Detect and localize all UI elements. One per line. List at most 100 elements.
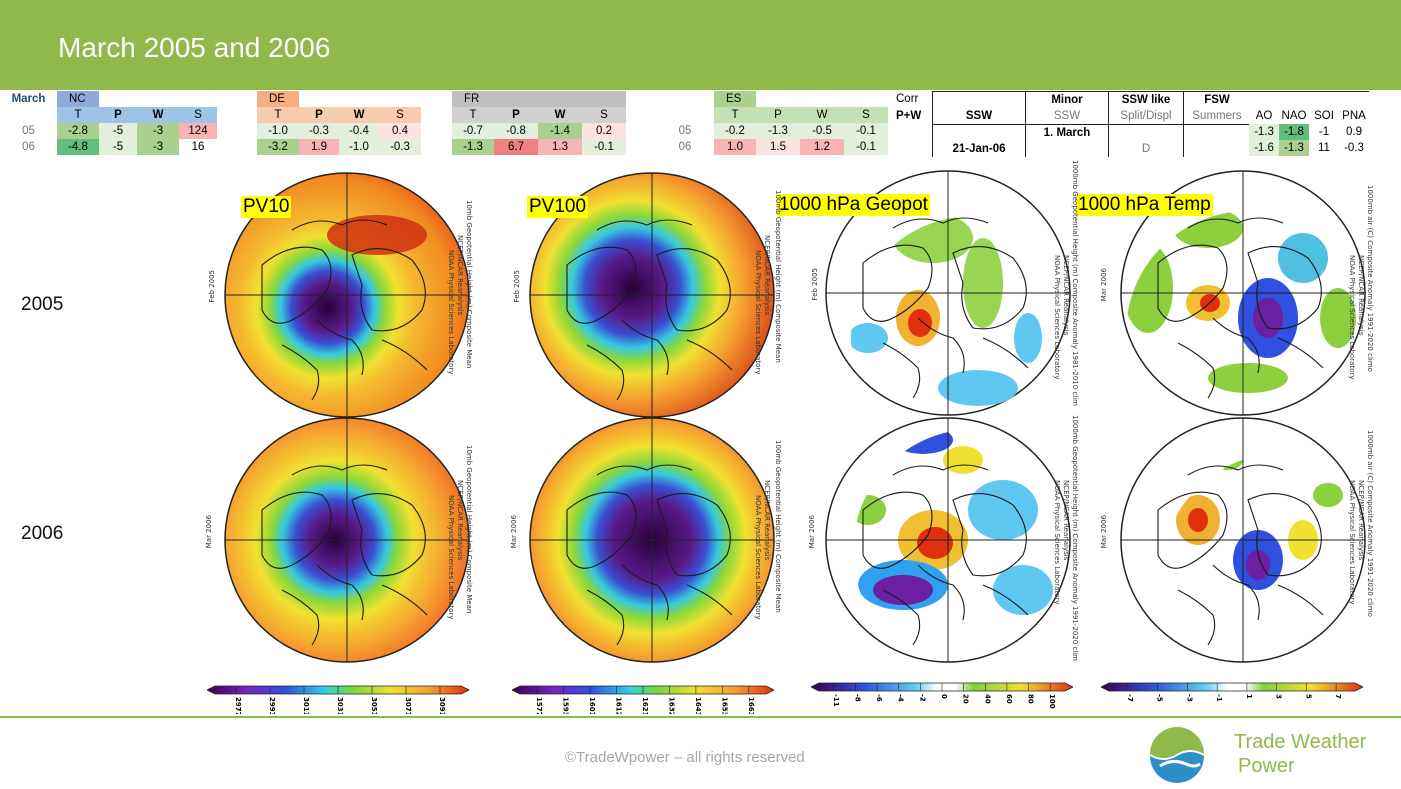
col-header: S bbox=[582, 107, 626, 123]
colorbar-tick-label: 80 bbox=[1027, 694, 1035, 704]
brand-name-line2: Power bbox=[1238, 755, 1295, 777]
colorbar-tick-label: -4 bbox=[897, 694, 905, 702]
map-label-geopot: 1000 hPa Geopot bbox=[777, 194, 930, 216]
map-caption: NCEP/NCAR Reanalysis bbox=[1062, 255, 1070, 336]
col-header: W bbox=[137, 107, 179, 123]
colorbar-tick-label: -11 bbox=[832, 694, 840, 707]
index-header: PNA bbox=[1342, 110, 1366, 122]
table-cell: -3 bbox=[137, 123, 179, 139]
colorbar-tick-label: -7 bbox=[1126, 694, 1134, 702]
table-cell: 1.3 bbox=[538, 139, 582, 155]
coastline bbox=[586, 344, 625, 401]
index-cell: -1.3 bbox=[1279, 140, 1309, 156]
colorbar-tick-label: -8 bbox=[853, 694, 861, 702]
index-cell: -1.8 bbox=[1279, 124, 1309, 140]
coastline bbox=[281, 344, 320, 401]
coastline bbox=[351, 248, 426, 332]
map-pv100-2006 bbox=[527, 415, 777, 665]
index-cell: -1.3 bbox=[1249, 124, 1279, 140]
coastline bbox=[1187, 464, 1284, 476]
coastline bbox=[261, 246, 332, 324]
map-caption: NOAA Physical Sciences Laboratory bbox=[1053, 480, 1061, 605]
coastline bbox=[596, 464, 693, 476]
es-table: ES T P W S 05 -0.2 -1.3 -0.5 -0.1 06 1.0… bbox=[656, 91, 888, 155]
colorbar-tick-label: 5 bbox=[1304, 694, 1312, 699]
region-nc: NC bbox=[57, 91, 99, 107]
colorbar-tick-label: 1632 bbox=[667, 697, 675, 714]
coastline bbox=[686, 339, 733, 371]
col-header: P bbox=[756, 107, 800, 123]
coastline bbox=[586, 589, 625, 646]
coastline bbox=[316, 319, 364, 376]
col-header: W bbox=[538, 107, 582, 123]
colorbar-tick-label: -5 bbox=[1156, 694, 1164, 702]
colorbar-tick-label: 20 bbox=[962, 694, 970, 704]
coastline bbox=[952, 246, 1027, 330]
coastline bbox=[621, 564, 669, 621]
coastline bbox=[982, 584, 1029, 616]
trade-weather-power-logo bbox=[1146, 724, 1208, 784]
table-cell: -1.3 bbox=[452, 139, 494, 155]
table-cell: -3.2 bbox=[257, 139, 299, 155]
col-header: T bbox=[257, 107, 299, 123]
coastline bbox=[281, 589, 320, 646]
row-label: 05 bbox=[22, 125, 35, 137]
coastline bbox=[1177, 342, 1216, 399]
coastline bbox=[892, 217, 989, 229]
map-caption: NOAA Physical Sciences Laboratory bbox=[447, 495, 455, 620]
table-cell: 1.5 bbox=[756, 139, 800, 155]
ssw-cell bbox=[1183, 124, 1250, 141]
ssw-cell bbox=[1108, 124, 1184, 141]
colorbar-tick-label: 1 bbox=[1245, 694, 1253, 699]
copyright-text: ©TradeWpower – all rights reserved bbox=[565, 749, 805, 766]
colorbar-geopot: -11 -8 -6 -4 -2 0 20 40 60 80 100 bbox=[811, 681, 1073, 711]
table-cell: -1.0 bbox=[257, 123, 299, 139]
col-header: P bbox=[494, 107, 538, 123]
ssw-header: Minor bbox=[1025, 91, 1109, 108]
colorbar-tick-label: 1601 bbox=[588, 697, 596, 714]
coastline bbox=[1177, 589, 1216, 646]
colorbar-tick-label: 3 bbox=[1275, 694, 1283, 699]
map-label-temp: 1000 hPa Temp bbox=[1076, 194, 1213, 216]
colorbar-tick-label: 40 bbox=[983, 694, 991, 704]
colorbar-tick-label: 1663 bbox=[747, 697, 755, 714]
colorbar-tick-label: 3031 bbox=[336, 697, 344, 714]
ssw-cell: D bbox=[1108, 141, 1184, 157]
coastline bbox=[566, 491, 637, 569]
ssw-header: FSW bbox=[1183, 91, 1250, 108]
coastline bbox=[291, 219, 388, 231]
coastline bbox=[261, 491, 332, 569]
coastline bbox=[686, 584, 733, 616]
colorbar-tick-label: -3 bbox=[1185, 694, 1193, 702]
index-table: AO NAO SOI PNA -1.3 -1.8 -1 0.9 -1.6 -1.… bbox=[1249, 91, 1369, 156]
ssw-header: SSW like bbox=[1108, 91, 1184, 108]
map-temp-2006 bbox=[1118, 415, 1368, 665]
table-cell: 0.4 bbox=[379, 123, 421, 139]
map-caption: 1000mb Geopotential Height (m) Composite… bbox=[1071, 415, 1079, 661]
index-header: SOI bbox=[1314, 110, 1334, 122]
colorbar-tick-label: 60 bbox=[1005, 694, 1013, 704]
map-caption: NOAA Physical Sciences Laboratory bbox=[754, 495, 762, 620]
colorbar-tick-label: 1612 bbox=[615, 697, 623, 714]
map-date: Mar 2006 bbox=[808, 515, 816, 549]
year-label-2006: 2006 bbox=[21, 523, 64, 544]
ssw-subheader: SSW bbox=[932, 108, 1026, 125]
coastline bbox=[291, 464, 388, 476]
colorbar-tick-label: -6 bbox=[875, 694, 883, 702]
table-cell: 124 bbox=[179, 123, 217, 139]
map-caption: NCEP/NCAR Reanalysis bbox=[763, 235, 771, 316]
table-cell: -1.4 bbox=[538, 123, 582, 139]
map-caption: 1000mb air (C) Composite Anomaly 1991-20… bbox=[1366, 430, 1374, 617]
table-cell: -0.3 bbox=[299, 123, 339, 139]
ssw-table: Minor SSW like FSW SSW SSW Split/Displ S… bbox=[932, 91, 1250, 157]
coastline bbox=[1212, 564, 1260, 621]
map-caption: NOAA Physical Sciences Laboratory bbox=[754, 250, 762, 375]
map-label-pv100: PV100 bbox=[527, 196, 589, 218]
map-caption: 100mb Geopotential Height (m) Composite … bbox=[774, 440, 782, 613]
table-cell: 0.2 bbox=[582, 123, 626, 139]
table-cell: -0.5 bbox=[800, 123, 844, 139]
colorbar-tick-label: 3051 bbox=[370, 697, 378, 714]
map-date: Feb 2005 bbox=[811, 268, 819, 301]
map-date: Feb 2005 bbox=[513, 270, 521, 303]
colorbar-pv10: 2977 2993 3011 3031 3051 3071 3091 bbox=[207, 684, 469, 714]
